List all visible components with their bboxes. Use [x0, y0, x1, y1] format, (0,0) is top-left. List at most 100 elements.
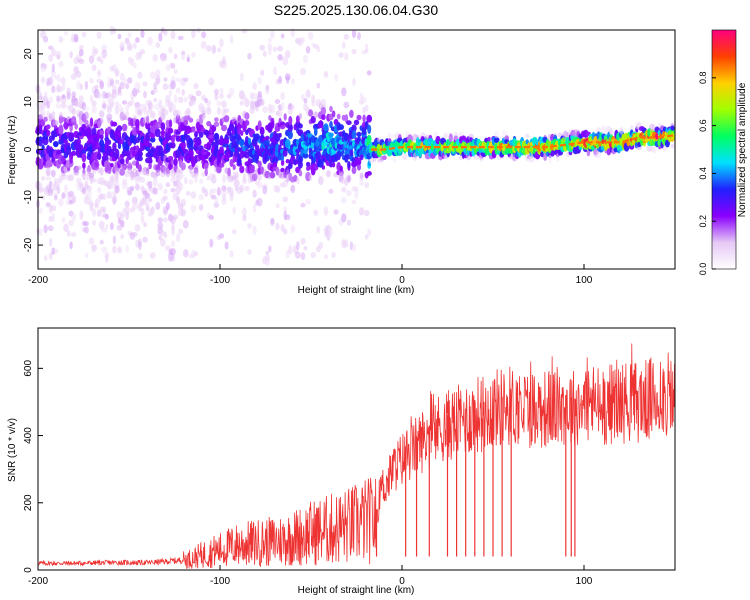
spectrogram-cell — [61, 76, 66, 84]
spectrogram-cell — [47, 225, 54, 232]
spectrogram-cell — [198, 204, 204, 211]
spectrogram-cell — [270, 29, 275, 39]
spectrogram-cell — [283, 113, 287, 121]
spectrogram-cell — [111, 195, 118, 204]
spectrogram-cell — [326, 170, 331, 178]
snr-x-tick-label: 0 — [399, 576, 405, 587]
spectrogram-cell — [105, 224, 109, 230]
spectrogram-cell — [272, 46, 278, 52]
spectrogram-cell — [311, 94, 316, 104]
spectrogram-cell — [252, 82, 257, 90]
spectrogram-cell — [351, 243, 357, 252]
spectrogram-cell — [402, 154, 408, 161]
spectrogram-cell — [38, 139, 43, 147]
spectrogram-cell — [51, 110, 55, 120]
spectrogram-cell — [297, 160, 303, 169]
spectrogram-cell — [132, 42, 137, 49]
spectrogram-cell — [162, 83, 169, 91]
spectrogram-cell — [329, 162, 333, 168]
spectrogram-cell — [529, 156, 535, 164]
spectrogram-cell — [329, 121, 333, 129]
spectrogram-cell — [92, 219, 97, 226]
spectrogram-cell — [142, 81, 148, 87]
spectrogram-cell — [173, 214, 179, 220]
spectrogram-cell — [649, 123, 656, 132]
spectrogram-cell — [38, 207, 43, 214]
spectrogram-cell — [319, 119, 323, 128]
spectrogram-y-tick-label: -20 — [23, 237, 34, 252]
spectrogram-cell — [214, 196, 219, 205]
spectrogram-cell — [321, 114, 326, 121]
spectrogram-cell — [222, 56, 226, 65]
spectrogram-cell — [112, 235, 117, 245]
spectrogram-cell — [234, 179, 240, 184]
spectrogram-cell — [247, 52, 252, 60]
spectrogram-cell — [74, 123, 78, 130]
spectrogram-cell — [88, 55, 95, 64]
spectrogram-cell — [268, 245, 272, 253]
spectrogram-cell — [282, 56, 289, 66]
spectrogram-cell — [168, 119, 173, 128]
spectrogram-cell — [170, 248, 176, 256]
spectrogram-cell — [117, 87, 122, 94]
spectrogram-cell — [217, 187, 221, 196]
spectrogram-cell — [191, 52, 196, 58]
spectrogram-cell — [287, 163, 293, 169]
spectrogram-cell — [69, 51, 73, 59]
spectrogram-cell — [209, 238, 214, 248]
spectrogram-cell — [290, 184, 295, 192]
spectrogram-cell — [88, 237, 95, 245]
spectrogram-cell — [252, 189, 257, 198]
spectrogram-cell — [277, 108, 283, 118]
spectrogram-cell — [301, 94, 305, 101]
spectrogram-cell — [356, 114, 362, 121]
spectrogram-cell — [135, 118, 140, 129]
spectrogram-cell — [619, 126, 624, 135]
spectrogram-cell — [343, 34, 349, 40]
spectrogram-cell — [114, 70, 120, 76]
spectrogram-cell — [223, 108, 230, 113]
spectrogram-cell — [150, 110, 156, 117]
spectrogram-cell — [310, 115, 316, 124]
spectrogram-cell — [115, 177, 119, 185]
spectrogram-cell — [269, 171, 276, 179]
spectrogram-cell — [548, 154, 552, 164]
spectrogram-cell — [392, 157, 397, 163]
spectrogram-cell — [89, 78, 94, 84]
spectrogram-cell — [347, 175, 351, 182]
spectrogram-cell — [239, 184, 244, 193]
spectrogram-cell — [158, 32, 163, 42]
spectrogram-cell — [106, 113, 113, 121]
spectrogram-cell — [316, 82, 321, 89]
spectrogram-cell — [163, 195, 168, 201]
spectrogram-cell — [296, 241, 300, 251]
spectrogram-cell — [265, 250, 269, 256]
spectrogram-cell — [366, 70, 372, 76]
spectrogram-cell — [170, 142, 176, 149]
snr-line — [38, 343, 675, 569]
spectrogram-cell — [138, 241, 142, 251]
spectrogram-cell — [70, 232, 77, 237]
spectrogram-cell — [341, 213, 347, 223]
spectrogram-cell — [270, 120, 275, 129]
spectrogram-cell — [56, 95, 61, 101]
figure-title: S225.2025.130.06.04.G30 — [274, 2, 438, 18]
spectrogram-cell — [180, 198, 186, 207]
colorbar-ticks: 0.0 0.2 0.4 0.6 0.8 — [698, 72, 716, 275]
spectrogram-cell — [70, 150, 77, 156]
spectrogram-cell — [83, 111, 89, 120]
spectrogram-cell — [120, 234, 124, 240]
spectrogram-cell — [124, 37, 130, 45]
snr-y-ticks: 0 200 400 600 — [23, 360, 43, 573]
spectrogram-cell — [359, 149, 364, 156]
spectrogram-cell — [134, 88, 141, 94]
spectrogram-cell — [104, 213, 109, 220]
spectrogram-cell — [78, 58, 85, 64]
spectrogram-cell — [331, 252, 336, 258]
spectrogram-cell — [121, 100, 128, 105]
spectrogram-cell — [152, 187, 158, 195]
spectrogram-cell — [87, 128, 91, 134]
spectrogram-cell — [260, 69, 265, 76]
spectrogram-cell — [303, 54, 308, 64]
spectrogram-cell — [242, 207, 247, 217]
